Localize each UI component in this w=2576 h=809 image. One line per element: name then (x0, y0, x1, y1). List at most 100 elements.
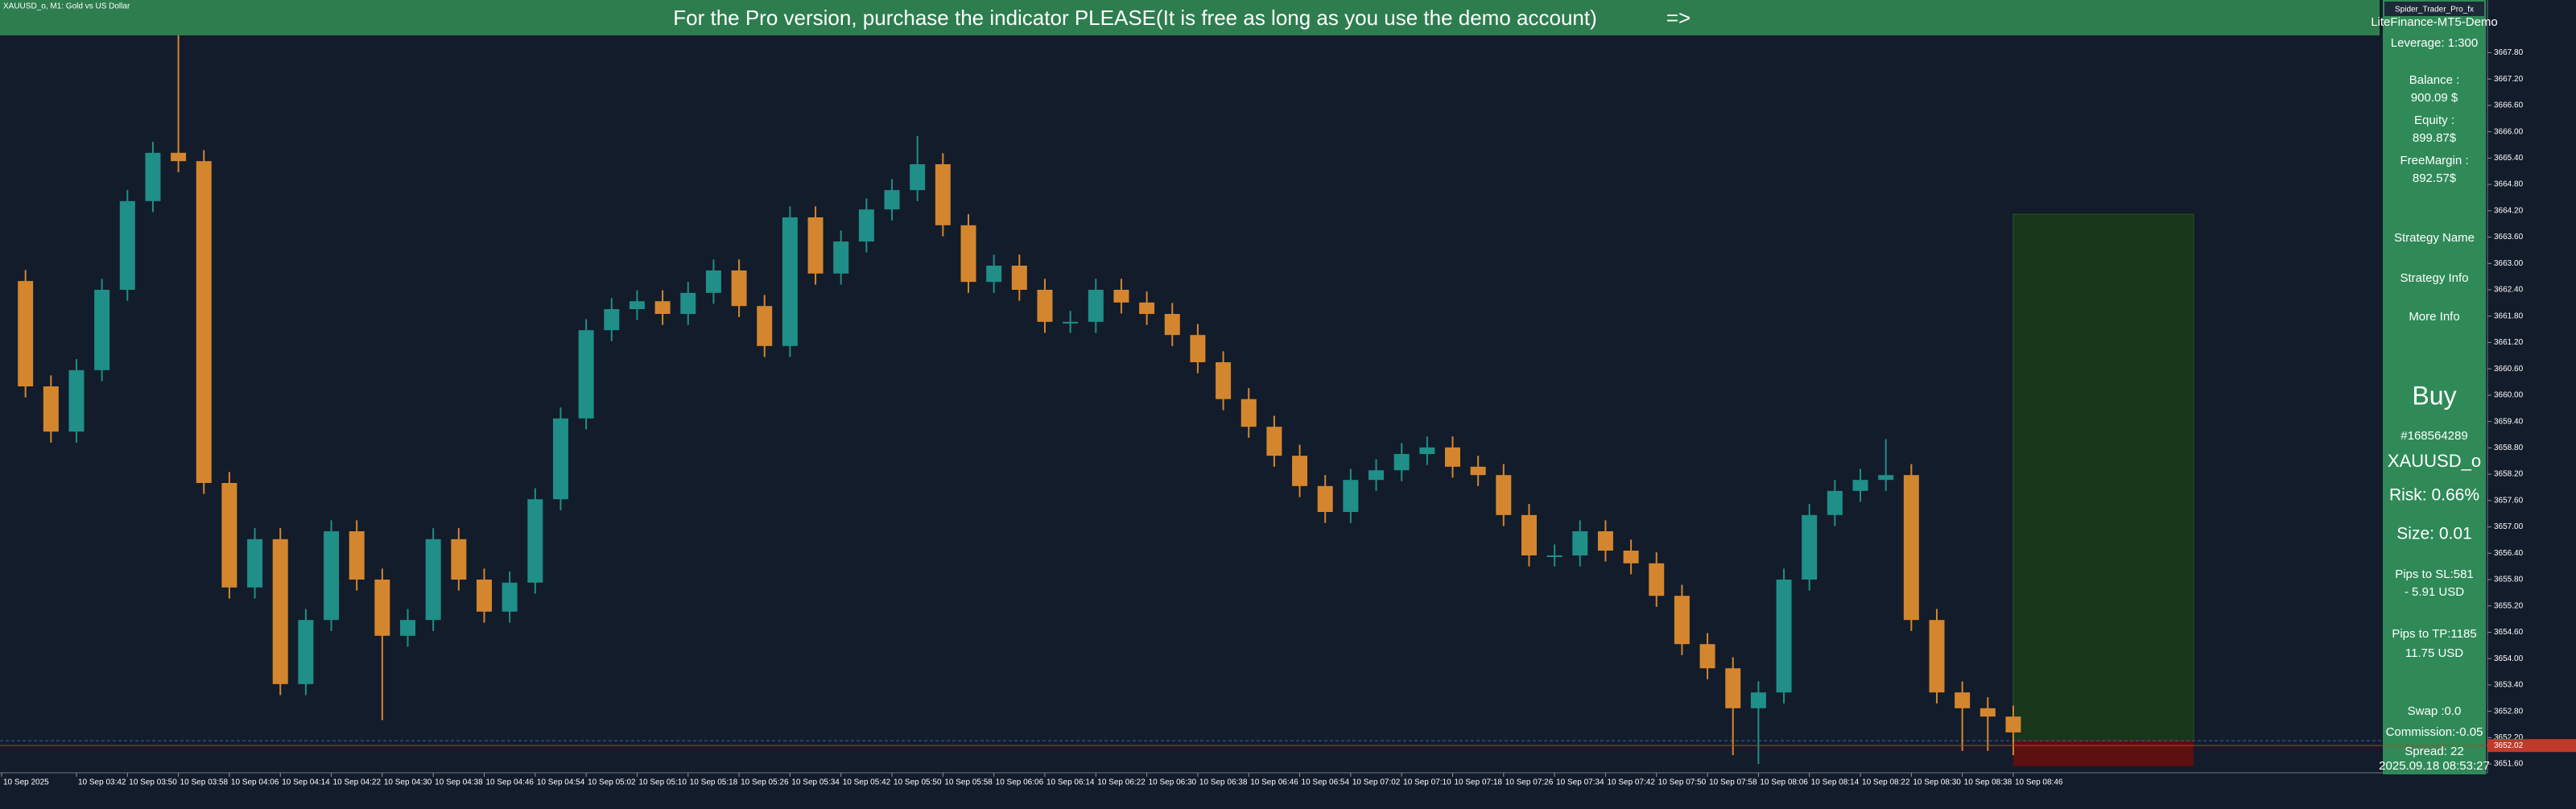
candle-body (629, 301, 645, 309)
candle-body (1343, 480, 1359, 512)
panel-time: 2025.09.18 08:53:27 (2379, 759, 2490, 773)
x-tick-label: 10 Sep 2025 (3, 778, 49, 787)
candle-body (527, 499, 543, 583)
x-tick-label: 10 Sep 07:34 (1556, 778, 1604, 787)
banner (0, 0, 2380, 35)
candle-body (705, 270, 721, 293)
y-tick-label: 3662.40 (2494, 286, 2524, 295)
x-tick-label: 10 Sep 06:54 (1302, 778, 1350, 787)
y-tick-label: 3652.20 (2494, 733, 2524, 742)
candle-body (221, 483, 237, 588)
candle-body (1572, 531, 1588, 555)
y-tick-label: 3664.80 (2494, 180, 2524, 189)
take-profit-zone (2013, 213, 2194, 741)
equity-label: Equity : (2414, 114, 2454, 127)
x-tick-label: 10 Sep 04:46 (485, 778, 534, 787)
candle-body (1955, 692, 1971, 708)
x-tick-label: 10 Sep 05:50 (894, 778, 942, 787)
x-tick-label: 10 Sep 08:06 (1760, 778, 1808, 787)
y-tick-label: 3666.00 (2494, 127, 2524, 136)
candle-body (1750, 692, 1766, 708)
candle-body (1317, 485, 1333, 512)
x-tick-label: 10 Sep 06:14 (1046, 778, 1095, 787)
candle-body (502, 582, 518, 612)
server: LiteFinance-MT5-Demo (2371, 15, 2498, 29)
y-tick-label: 3657.00 (2494, 522, 2524, 531)
side-panel: Spider_Trader_Pro_fx LiteFinance-MT5-Dem… (2371, 0, 2498, 774)
bid-label-bg (2487, 739, 2576, 753)
y-tick-label: 3666.60 (2494, 101, 2524, 110)
y-tick-label: 3657.60 (2494, 496, 2524, 505)
candle-body (1496, 475, 1512, 515)
panel-bg (2383, 0, 2486, 774)
candle-body (1470, 466, 1486, 476)
balance: 900.09 $ (2411, 91, 2458, 105)
x-tick-label: 10 Sep 05:42 (843, 778, 891, 787)
candle-body (171, 152, 187, 162)
x-tick-label: 10 Sep 07:50 (1658, 778, 1707, 787)
candle-body (400, 620, 416, 636)
candle-body (1266, 427, 1282, 456)
x-tick-label: 10 Sep 08:38 (1964, 778, 2013, 787)
bid-label: 3652.02 (2494, 741, 2524, 750)
y-tick-label: 3658.20 (2494, 470, 2524, 479)
y-tick-label: 3661.20 (2494, 338, 2524, 347)
free-margin-label: FreeMargin : (2400, 154, 2468, 167)
candle-body (654, 301, 671, 314)
candle-body (1903, 475, 1919, 621)
x-tick-label: 10 Sep 05:26 (741, 778, 789, 787)
symbol-label: XAUUSD_o, M1: Gold vs US Dollar (3, 2, 130, 11)
candle-body (68, 369, 85, 432)
candle-body (833, 241, 849, 274)
x-tick-label: 10 Sep 06:30 (1149, 778, 1197, 787)
x-tick-label: 10 Sep 06:46 (1250, 778, 1298, 787)
y-tick-label: 3660.60 (2494, 365, 2524, 374)
candle-body (1011, 266, 1027, 290)
x-tick-label: 10 Sep 05:58 (944, 778, 993, 787)
y-tick-label: 3667.80 (2494, 48, 2524, 57)
candle-body (1827, 490, 1843, 515)
x-tick-label: 10 Sep 05:10 (638, 778, 687, 787)
y-tick-label: 3665.40 (2494, 154, 2524, 163)
y-tick-label: 3654.00 (2494, 654, 2524, 663)
pips-tp: Pips to TP:1185 (2392, 627, 2476, 641)
x-tick-label: 10 Sep 06:38 (1199, 778, 1248, 787)
leverage: Leverage: 1:300 (2391, 36, 2478, 50)
plot (0, 31, 2383, 766)
banner-text: For the Pro version, purchase the indica… (673, 6, 1597, 30)
x-tick-label: 10 Sep 07:02 (1352, 778, 1401, 787)
candle-body (986, 266, 1002, 283)
x-tick-label: 10 Sep 04:30 (384, 778, 432, 787)
panel-button[interactable]: Strategy Info (2400, 271, 2468, 285)
candle-body (1063, 321, 1079, 324)
x-tick-label: 10 Sep 03:50 (129, 778, 177, 787)
y-tick-label: 3664.20 (2494, 206, 2524, 215)
candle-body (196, 161, 212, 483)
candle-body (1674, 596, 1690, 645)
x-tick-label: 10 Sep 07:10 (1403, 778, 1451, 787)
candle-body (1623, 551, 1639, 563)
x-tick-label: 10 Sep 03:58 (180, 778, 229, 787)
y-tick-label: 3654.60 (2494, 628, 2524, 637)
candle-body (1037, 290, 1053, 322)
panel-button[interactable]: Strategy Name (2394, 231, 2475, 245)
candle-body (935, 164, 951, 225)
candle-body (324, 531, 340, 621)
candle-body (1546, 555, 1563, 557)
candle-body (552, 418, 568, 500)
spread: Spread: 22 (2405, 745, 2463, 758)
candle-body (1113, 290, 1129, 303)
x-tick-label: 10 Sep 07:42 (1607, 778, 1655, 787)
panel-title-bg (2384, 2, 2484, 16)
candle-body (2005, 716, 2021, 733)
candle-body (1216, 362, 1232, 399)
symbol: XAUUSD_o (2388, 451, 2481, 471)
panel-button[interactable]: More Info (2409, 310, 2459, 324)
candle-body (1088, 290, 1104, 322)
candle-body (1139, 302, 1155, 314)
candle-body (272, 539, 288, 684)
x-tick-label: 10 Sep 07:58 (1709, 778, 1757, 787)
candle-body (910, 164, 926, 191)
y-tick-label: 3655.20 (2494, 601, 2524, 610)
